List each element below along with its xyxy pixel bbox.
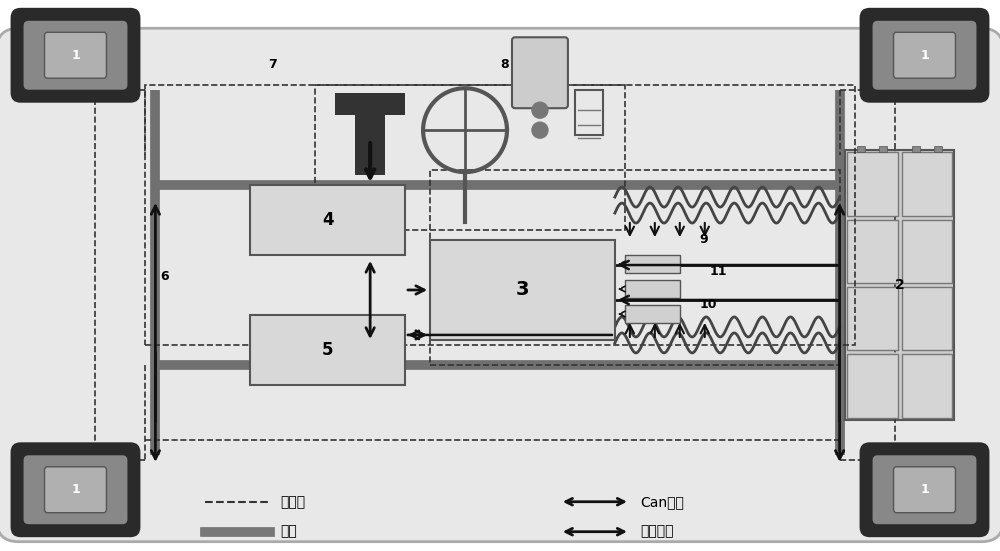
- Bar: [430, 170, 840, 365]
- Text: 油路: 油路: [280, 525, 297, 539]
- Bar: [902, 354, 952, 418]
- Bar: [847, 219, 898, 283]
- Text: Can总线: Can总线: [640, 495, 684, 509]
- Text: 1: 1: [920, 483, 929, 496]
- Text: 信号线: 信号线: [280, 495, 305, 509]
- Bar: [912, 146, 920, 152]
- Text: 3: 3: [516, 280, 529, 300]
- Bar: [625, 280, 680, 298]
- Bar: [902, 219, 952, 283]
- Text: 高压线路: 高压线路: [640, 525, 673, 539]
- Bar: [902, 287, 952, 350]
- Text: 6: 6: [160, 270, 169, 283]
- FancyBboxPatch shape: [894, 33, 955, 78]
- FancyBboxPatch shape: [250, 315, 405, 385]
- Bar: [625, 305, 680, 323]
- Text: 1: 1: [71, 48, 80, 62]
- Bar: [145, 85, 855, 345]
- FancyBboxPatch shape: [45, 467, 106, 513]
- Bar: [335, 93, 405, 115]
- FancyBboxPatch shape: [24, 21, 127, 90]
- Bar: [847, 354, 898, 418]
- FancyBboxPatch shape: [11, 8, 140, 102]
- Bar: [625, 255, 680, 273]
- Text: 7: 7: [268, 58, 277, 71]
- Text: 5: 5: [322, 341, 333, 359]
- Text: 2: 2: [895, 278, 904, 292]
- Text: 10: 10: [700, 298, 717, 311]
- FancyBboxPatch shape: [860, 8, 989, 102]
- FancyBboxPatch shape: [0, 28, 1000, 542]
- Bar: [355, 95, 385, 175]
- FancyBboxPatch shape: [250, 185, 405, 255]
- FancyBboxPatch shape: [860, 442, 989, 537]
- Text: 8: 8: [500, 58, 509, 71]
- FancyBboxPatch shape: [430, 240, 615, 340]
- Text: 11: 11: [710, 265, 727, 278]
- Bar: [315, 85, 625, 230]
- Text: 1: 1: [71, 483, 80, 496]
- Text: 4: 4: [322, 211, 334, 229]
- Bar: [845, 150, 954, 420]
- Bar: [934, 146, 942, 152]
- Bar: [847, 287, 898, 350]
- FancyBboxPatch shape: [894, 467, 955, 513]
- Text: 9: 9: [700, 233, 708, 246]
- Text: 1: 1: [920, 48, 929, 62]
- Bar: [575, 90, 603, 135]
- FancyBboxPatch shape: [11, 442, 140, 537]
- FancyBboxPatch shape: [24, 455, 127, 524]
- Bar: [847, 152, 898, 215]
- FancyBboxPatch shape: [512, 37, 568, 108]
- Bar: [902, 152, 952, 215]
- FancyBboxPatch shape: [873, 455, 976, 524]
- Circle shape: [532, 102, 548, 118]
- FancyBboxPatch shape: [45, 33, 106, 78]
- Bar: [857, 146, 865, 152]
- Circle shape: [532, 122, 548, 138]
- Bar: [879, 146, 887, 152]
- FancyBboxPatch shape: [873, 21, 976, 90]
